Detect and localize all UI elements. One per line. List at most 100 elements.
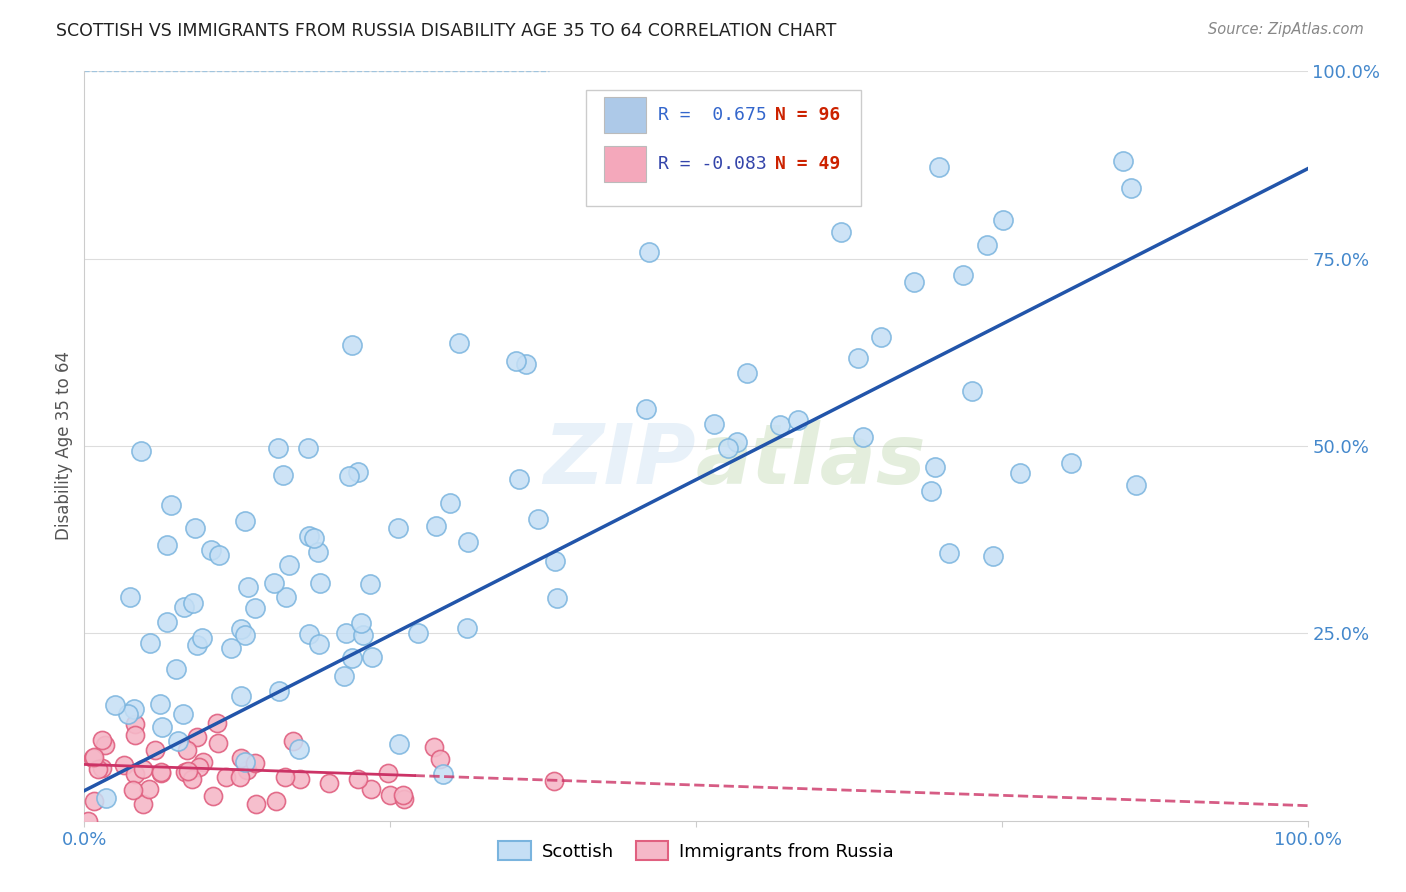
Point [245,797,267,811]
Point [104,698,127,712]
Point [921,484,943,499]
Point [703,417,725,432]
Point [852,430,875,444]
Point [318,776,340,790]
Point [82,750,104,764]
Point [377,766,399,780]
Point [138,782,160,797]
Point [131,444,153,458]
Point [124,766,146,780]
Point [177,764,200,778]
Point [359,577,381,591]
Point [149,697,172,711]
Point [976,238,998,252]
Point [335,626,357,640]
Point [200,543,222,558]
Point [846,351,869,365]
Point [190,631,212,645]
Point [124,717,146,731]
Point [392,788,415,802]
Point [353,628,375,642]
Point [1125,478,1147,492]
Text: atlas: atlas [696,420,927,501]
Point [91,761,114,775]
Point [172,707,194,722]
Point [263,576,285,591]
Point [229,751,252,765]
Point [121,782,143,797]
Point [117,707,139,722]
Point [1112,154,1135,169]
Point [174,765,197,780]
Text: R =  0.675: R = 0.675 [658,106,766,124]
Point [83,794,105,808]
FancyBboxPatch shape [586,90,860,206]
Point [124,728,146,742]
Point [546,591,568,606]
Point [235,763,257,777]
Point [928,160,950,174]
Point [112,758,135,772]
Point [94,791,117,805]
Point [346,772,368,786]
Point [1010,467,1032,481]
Point [274,590,297,604]
Point [298,529,321,543]
Point [378,789,401,803]
Point [243,601,266,615]
Point [229,770,252,784]
Point [423,739,446,754]
Point [87,762,110,776]
Point [231,623,253,637]
Point [392,791,415,805]
Point [138,636,160,650]
Point [233,756,256,770]
Point [638,244,661,259]
Point [274,770,297,784]
Text: N = 49: N = 49 [776,154,841,172]
Point [735,367,758,381]
Point [952,268,974,283]
Point [205,716,228,731]
Point [122,701,145,715]
Point [869,329,891,343]
Point [298,627,321,641]
Text: N = 96: N = 96 [776,106,841,124]
Point [176,743,198,757]
Point [308,637,330,651]
Point [347,465,370,479]
Point [337,469,360,483]
Point [388,738,411,752]
Point [186,638,208,652]
Point [287,742,309,756]
Point [202,789,225,803]
Point [149,766,172,780]
Point [229,689,252,703]
Point [131,762,153,776]
Point [725,434,748,449]
Point [143,743,166,757]
Point [91,733,114,747]
Point [924,460,946,475]
Point [94,738,117,752]
Point [186,730,208,744]
Point [1121,180,1143,194]
Point [159,498,181,512]
Point [132,797,155,811]
Point [219,640,242,655]
Point [505,354,527,368]
Point [360,650,382,665]
Point [527,512,550,526]
Point [515,357,537,371]
Point [166,734,188,748]
Point [233,515,256,529]
Text: SCOTTISH VS IMMIGRANTS FROM RUSSIA DISABILITY AGE 35 TO 64 CORRELATION CHART: SCOTTISH VS IMMIGRANTS FROM RUSSIA DISAB… [56,22,837,40]
Point [208,548,231,562]
Point [543,773,565,788]
Text: ZIP: ZIP [543,420,696,501]
Point [769,418,792,433]
Point [447,336,470,351]
Point [264,794,287,808]
Point [429,752,451,766]
Point [1060,456,1083,470]
